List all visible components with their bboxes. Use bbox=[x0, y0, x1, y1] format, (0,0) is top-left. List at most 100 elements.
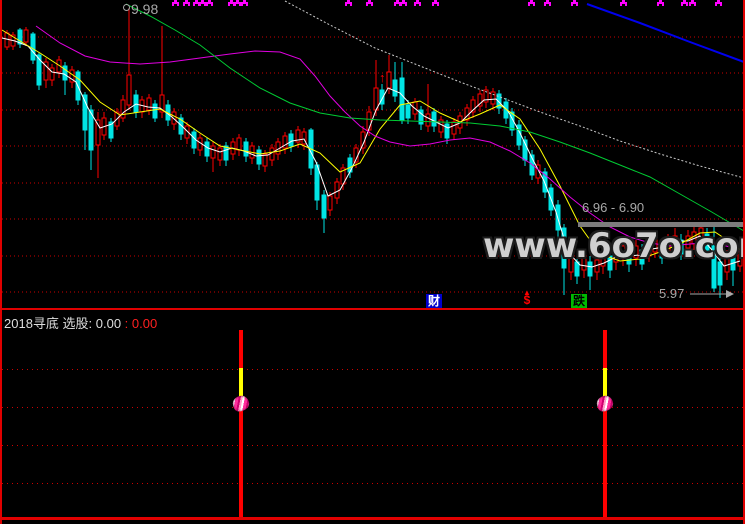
magenta-top-marker-icon bbox=[183, 0, 190, 6]
high-point-marker-icon bbox=[123, 4, 130, 11]
candle-up bbox=[477, 90, 483, 112]
signal-yellow-segment bbox=[603, 368, 607, 400]
candle-down bbox=[626, 244, 632, 272]
candle-up bbox=[438, 116, 444, 138]
indicator-title: 2018寻底 选股: 0.00 : 0.00 bbox=[4, 313, 157, 332]
candle-down bbox=[587, 256, 593, 290]
magenta-top-marker-icon bbox=[366, 0, 373, 6]
candle-down bbox=[288, 130, 294, 152]
candle-up bbox=[633, 240, 639, 266]
candle-up bbox=[236, 134, 242, 156]
trendline-gray-dotted bbox=[284, 0, 745, 179]
buy-arrow-icon: ↑ bbox=[379, 70, 386, 85]
magenta-top-marker-icon bbox=[172, 0, 179, 6]
candle-down bbox=[30, 32, 36, 64]
candle-down bbox=[639, 244, 645, 270]
candle-up bbox=[217, 144, 223, 166]
candle-up bbox=[184, 122, 190, 144]
candle-up bbox=[568, 252, 574, 280]
magenta-top-marker-icon bbox=[345, 0, 352, 6]
candle-down bbox=[717, 256, 723, 298]
candle-down bbox=[223, 142, 229, 166]
indicator-gridline bbox=[2, 445, 743, 446]
indicator-value-red: : 0.00 bbox=[121, 316, 158, 331]
candle-down bbox=[62, 62, 68, 95]
signal-yellow-segment bbox=[239, 368, 243, 400]
ma-line-magenta bbox=[35, 25, 745, 254]
candle-down bbox=[392, 62, 398, 102]
candle-down bbox=[678, 234, 684, 260]
candle-up bbox=[483, 86, 489, 108]
buy-signal bbox=[595, 330, 615, 520]
candle-down bbox=[321, 190, 327, 233]
low-price-label: 5.97 bbox=[659, 286, 685, 301]
ma-line-blue bbox=[586, 3, 745, 63]
candle-down bbox=[204, 138, 210, 162]
indicator-gridline bbox=[2, 407, 743, 408]
magenta-top-marker-icon bbox=[657, 0, 664, 6]
magenta-top-marker-icon bbox=[681, 0, 688, 6]
frame-border-left bbox=[0, 0, 2, 524]
candle-up bbox=[269, 144, 275, 166]
ma-line-white bbox=[1, 37, 741, 268]
candle-down bbox=[178, 114, 184, 140]
dollar-glyph: $ bbox=[523, 293, 531, 307]
status-flag-cai[interactable]: 财 bbox=[426, 294, 443, 309]
watermark-text: www.6o7o.com bbox=[483, 226, 745, 266]
candle-down bbox=[405, 100, 411, 124]
candle-down bbox=[256, 146, 262, 170]
status-flag-dollar[interactable]: ▲ $ bbox=[521, 288, 533, 307]
status-flag-die[interactable]: 跌 bbox=[571, 294, 588, 309]
indicator-gridline bbox=[2, 483, 743, 484]
candlestick-chart[interactable] bbox=[0, 0, 745, 308]
candle-up bbox=[197, 134, 203, 156]
candle-down bbox=[191, 128, 197, 154]
indicator-title-white: 2018寻底 选股: 0.00 bbox=[4, 316, 122, 331]
candle-up bbox=[425, 84, 431, 132]
candle-down bbox=[431, 108, 437, 132]
ma-line-green bbox=[125, 3, 745, 232]
candle-up bbox=[69, 66, 75, 88]
magenta-top-marker-icon bbox=[228, 0, 235, 6]
candle-down bbox=[607, 250, 613, 278]
candle-up bbox=[210, 142, 216, 172]
up-triangle-icon: ▲ bbox=[523, 288, 531, 297]
kline-chart-panel[interactable]: 9.98 6.96 - 6.90 www.6o7o.com ↑ 5.97 财 ▲… bbox=[0, 0, 745, 309]
candle-down bbox=[516, 120, 522, 150]
candle-down bbox=[399, 62, 405, 124]
magenta-top-marker-icon bbox=[689, 0, 696, 6]
candle-down bbox=[88, 105, 94, 170]
panel-bottom-border bbox=[0, 517, 745, 520]
price-range-label: 6.96 - 6.90 bbox=[582, 200, 645, 215]
magenta-top-marker-icon bbox=[206, 0, 213, 6]
magenta-top-marker-icon bbox=[715, 0, 722, 6]
candle-up bbox=[146, 94, 152, 115]
ma-line-yellow bbox=[1, 29, 745, 262]
candle-up bbox=[95, 112, 101, 178]
magenta-top-marker-icon bbox=[234, 0, 241, 6]
pink-gem-marker-icon bbox=[231, 394, 251, 413]
candle-down bbox=[379, 84, 385, 110]
magenta-top-marker-icon bbox=[193, 0, 200, 6]
candle-up bbox=[451, 118, 457, 140]
gray-scroll-bar[interactable] bbox=[578, 222, 744, 227]
magenta-top-marker-icon bbox=[571, 0, 578, 6]
indicator-gridline bbox=[2, 369, 743, 370]
high-price-label: 9.98 bbox=[131, 1, 159, 17]
candle-up bbox=[620, 240, 626, 266]
frame-border-right bbox=[743, 0, 745, 524]
magenta-top-marker-icon bbox=[528, 0, 535, 6]
magenta-top-marker-icon bbox=[620, 0, 627, 6]
magenta-top-marker-icon bbox=[414, 0, 421, 6]
candle-up bbox=[159, 26, 165, 118]
candle-down bbox=[243, 138, 249, 162]
candle-up bbox=[139, 96, 145, 118]
magenta-top-marker-icon bbox=[400, 0, 407, 6]
signal-red-line bbox=[239, 330, 243, 517]
candle-up bbox=[470, 96, 476, 118]
magenta-top-marker-icon bbox=[432, 0, 439, 6]
indicator-panel[interactable]: 2018寻底 选股: 0.00 : 0.00 bbox=[0, 308, 745, 524]
candle-up bbox=[49, 64, 55, 86]
pink-gem-marker-icon bbox=[595, 394, 615, 413]
